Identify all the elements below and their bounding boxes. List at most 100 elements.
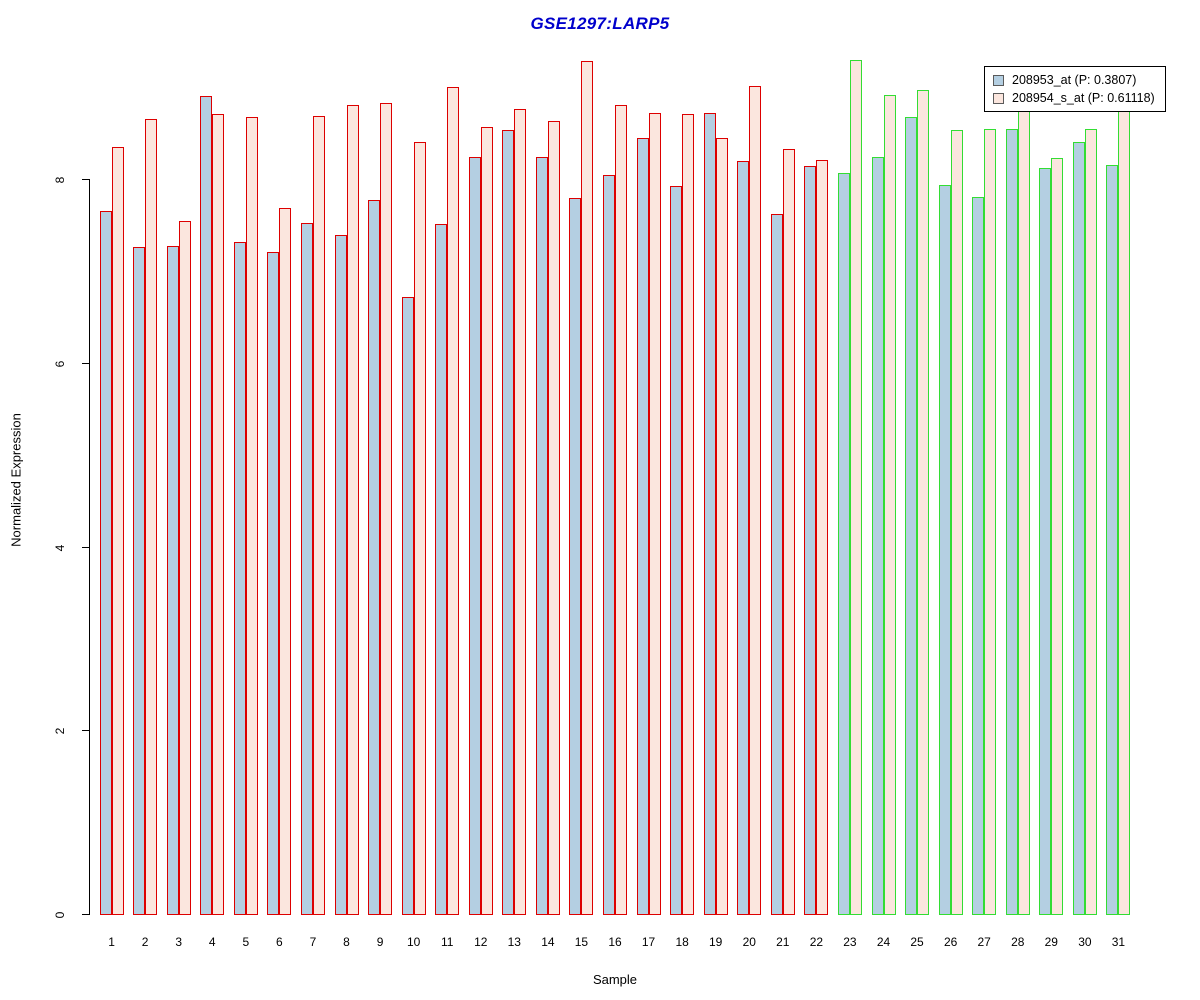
bar-series1-sample-17 <box>636 137 649 915</box>
bar-series1-sample-22 <box>804 166 817 915</box>
bar-group-sample-8: 8 <box>334 0 359 949</box>
bar-series1-sample-10 <box>401 296 414 915</box>
y-tick-2 <box>82 730 89 732</box>
bar-group-sample-6: 6 <box>267 0 292 949</box>
bar-series1-sample-26 <box>938 184 951 915</box>
bar-series1-sample-14 <box>535 157 548 915</box>
bar-series1-sample-25 <box>905 116 918 915</box>
x-tick-label-9: 9 <box>376 935 384 949</box>
bar-group-sample-25: 25 <box>905 0 930 949</box>
bar-group-sample-18: 18 <box>670 0 695 949</box>
bar-series2-sample-17 <box>648 112 661 915</box>
x-tick-label-18: 18 <box>675 935 689 949</box>
bar-series2-sample-20 <box>749 86 762 915</box>
bar-series2-sample-1 <box>111 146 124 915</box>
bar-series2-sample-31 <box>1118 97 1131 915</box>
x-axis-label: Sample <box>592 972 638 987</box>
bar-group-sample-29: 29 <box>1039 0 1064 949</box>
chart-title: GSE1297:LARP5 <box>530 14 670 33</box>
x-tick-label-22: 22 <box>809 935 824 949</box>
bar-series2-sample-27 <box>984 129 997 915</box>
bar-group-sample-12: 12 <box>468 0 493 949</box>
bar-series2-sample-9 <box>380 102 393 915</box>
x-tick-label-19: 19 <box>709 935 723 949</box>
bar-group-sample-11: 11 <box>435 0 460 949</box>
bar-group-sample-7: 7 <box>300 0 325 949</box>
bar-group-sample-31: 31 <box>1106 0 1131 949</box>
x-tick-label-2: 2 <box>141 935 149 949</box>
y-tick-label-8: 8 <box>53 176 67 184</box>
bar-group-sample-20: 20 <box>737 0 762 949</box>
bar-group-sample-19: 19 <box>703 0 728 949</box>
legend-row-2: 208954_s_at (P: 0.61118) <box>993 89 1155 107</box>
bar-group-sample-2: 2 <box>133 0 158 949</box>
bar-group-sample-10: 10 <box>401 0 426 949</box>
bar-series1-sample-2 <box>133 247 146 915</box>
bar-series2-sample-2 <box>145 119 158 915</box>
bar-series1-sample-28 <box>1005 129 1018 915</box>
bar-series2-sample-30 <box>1084 129 1097 915</box>
x-tick-label-25: 25 <box>910 935 924 949</box>
y-tick-label-0: 0 <box>53 911 67 919</box>
legend-label: 208954_s_at (P: 0.61118) <box>1012 91 1155 105</box>
bar-group-sample-27: 27 <box>972 0 997 949</box>
bar-series2-sample-13 <box>514 109 527 915</box>
bar-group-sample-26: 26 <box>938 0 963 949</box>
bar-series2-sample-19 <box>715 137 728 915</box>
bar-series2-sample-11 <box>447 87 460 915</box>
bar-group-sample-5: 5 <box>233 0 258 949</box>
bar-group-sample-3: 3 <box>166 0 191 949</box>
bar-series1-sample-16 <box>603 175 615 915</box>
x-tick-label-30: 30 <box>1078 935 1092 949</box>
bar-series2-sample-5 <box>245 116 258 915</box>
x-tick-label-21: 21 <box>776 935 790 949</box>
bar-series1-sample-3 <box>166 246 179 915</box>
bar-series1-sample-13 <box>502 130 515 915</box>
bar-series1-sample-5 <box>233 242 246 915</box>
x-tick-label-20: 20 <box>742 935 756 949</box>
bar-series2-sample-16 <box>615 104 627 915</box>
legend: 208953_at (P: 0.3807) 208954_s_at (P: 0.6… <box>984 66 1166 112</box>
bar-series1-sample-12 <box>468 157 481 915</box>
bar-series2-sample-25 <box>917 89 930 915</box>
bar-series1-sample-1 <box>99 211 112 915</box>
bar-series2-sample-3 <box>178 221 191 915</box>
bar-series2-sample-12 <box>480 126 493 915</box>
x-tick-label-1: 1 <box>108 935 115 949</box>
bar-series1-sample-31 <box>1106 165 1119 915</box>
bar-group-sample-28: 28 <box>1005 0 1030 949</box>
y-tick-4 <box>82 546 89 548</box>
x-tick-label-13: 13 <box>507 935 521 949</box>
bar-series1-sample-18 <box>670 186 683 915</box>
bar-group-sample-17: 17 <box>636 0 661 949</box>
bar-group-sample-24: 24 <box>871 0 896 949</box>
x-tick-label-10: 10 <box>406 935 421 949</box>
legend-label: 208953_at (P: 0.3807) <box>1012 73 1137 87</box>
plot-area: 1 2 3 4 5 6 7 8 9 10 11 12 13 14 15 16 17 18 19 20 21 22 23 24 2… <box>90 0 1140 949</box>
bar-series1-sample-4 <box>200 96 213 915</box>
bar-series2-sample-21 <box>782 148 795 915</box>
bar-series2-sample-10 <box>413 142 426 915</box>
x-tick-label-6: 6 <box>276 935 283 949</box>
bar-series1-sample-20 <box>737 160 750 915</box>
bar-series1-sample-21 <box>770 214 783 915</box>
bar-series1-sample-15 <box>569 198 582 915</box>
bar-group-sample-16: 16 <box>603 0 627 949</box>
bar-group-sample-15: 15 <box>569 0 594 949</box>
bar-series2-sample-22 <box>816 159 829 915</box>
bar-series1-sample-30 <box>1072 142 1085 915</box>
x-tick-label-4: 4 <box>208 935 216 949</box>
bar-series1-sample-19 <box>703 112 716 915</box>
y-tick-label-2: 2 <box>53 727 67 735</box>
x-tick-label-11: 11 <box>440 935 454 949</box>
x-tick-label-26: 26 <box>943 935 958 949</box>
bar-series2-sample-26 <box>950 130 963 915</box>
x-tick-label-5: 5 <box>242 935 250 949</box>
y-tick-label-6: 6 <box>53 360 67 368</box>
legend-swatch-icon <box>993 92 1004 104</box>
bar-series1-sample-23 <box>837 172 850 915</box>
y-axis-label: Normalized Expression <box>8 413 24 547</box>
bar-series1-sample-7 <box>300 223 313 915</box>
x-tick-label-15: 15 <box>574 935 589 949</box>
